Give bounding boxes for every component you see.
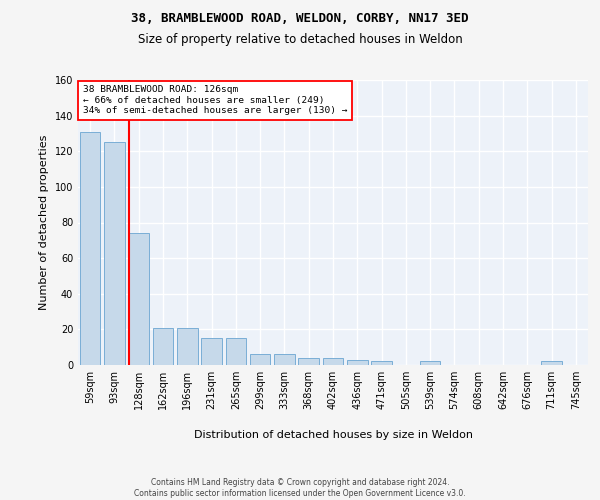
Bar bbox=[420, 362, 440, 365]
Text: Size of property relative to detached houses in Weldon: Size of property relative to detached ho… bbox=[137, 32, 463, 46]
Bar bbox=[104, 142, 125, 365]
Text: Distribution of detached houses by size in Weldon: Distribution of detached houses by size … bbox=[194, 430, 473, 440]
Text: Contains HM Land Registry data © Crown copyright and database right 2024.
Contai: Contains HM Land Registry data © Crown c… bbox=[134, 478, 466, 498]
Bar bbox=[152, 328, 173, 365]
Bar bbox=[323, 358, 343, 365]
Text: 38, BRAMBLEWOOD ROAD, WELDON, CORBY, NN17 3ED: 38, BRAMBLEWOOD ROAD, WELDON, CORBY, NN1… bbox=[131, 12, 469, 26]
Bar bbox=[298, 358, 319, 365]
Bar bbox=[201, 338, 222, 365]
Bar bbox=[177, 328, 197, 365]
Y-axis label: Number of detached properties: Number of detached properties bbox=[39, 135, 49, 310]
Bar bbox=[80, 132, 100, 365]
Bar bbox=[226, 338, 246, 365]
Bar bbox=[128, 233, 149, 365]
Bar bbox=[347, 360, 368, 365]
Bar bbox=[250, 354, 271, 365]
Text: 38 BRAMBLEWOOD ROAD: 126sqm
← 66% of detached houses are smaller (249)
34% of se: 38 BRAMBLEWOOD ROAD: 126sqm ← 66% of det… bbox=[83, 86, 347, 115]
Bar bbox=[371, 362, 392, 365]
Bar bbox=[541, 362, 562, 365]
Bar bbox=[274, 354, 295, 365]
